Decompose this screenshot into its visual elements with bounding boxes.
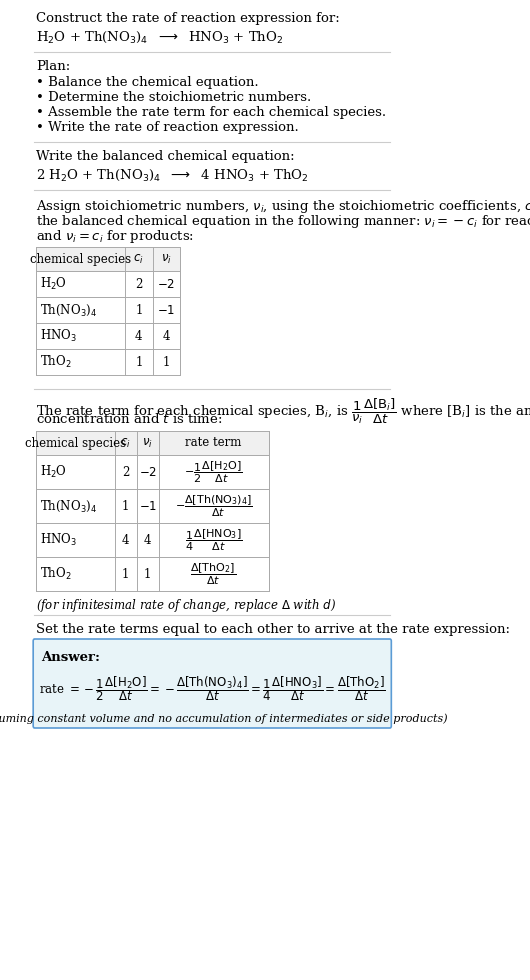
Text: HNO$_3$: HNO$_3$ <box>40 328 77 344</box>
Text: rate $= -\dfrac{1}{2}\dfrac{\Delta[\mathrm{H_2O}]}{\Delta t} = -\dfrac{\Delta[\m: rate $= -\dfrac{1}{2}\dfrac{\Delta[\math… <box>39 674 386 704</box>
Text: Answer:: Answer: <box>41 651 100 664</box>
Text: 2: 2 <box>122 466 129 478</box>
Bar <box>36 271 180 297</box>
Bar <box>36 297 180 323</box>
Text: 4: 4 <box>122 533 129 547</box>
Text: H$_2$O + Th(NO$_3$)$_4$  $\longrightarrow$  HNO$_3$ + ThO$_2$: H$_2$O + Th(NO$_3$)$_4$ $\longrightarrow… <box>36 30 284 45</box>
Text: $-\dfrac{1}{2}\dfrac{\Delta[\mathrm{H_2O}]}{\Delta t}$: $-\dfrac{1}{2}\dfrac{\Delta[\mathrm{H_2O… <box>184 460 243 485</box>
Text: $-\dfrac{\Delta[\mathrm{Th(NO_3)_4}]}{\Delta t}$: $-\dfrac{\Delta[\mathrm{Th(NO_3)_4}]}{\D… <box>175 493 253 518</box>
Text: (assuming constant volume and no accumulation of intermediates or side products): (assuming constant volume and no accumul… <box>0 713 448 723</box>
Text: ThO$_2$: ThO$_2$ <box>40 354 72 370</box>
Text: ThO$_2$: ThO$_2$ <box>40 565 72 582</box>
Text: the balanced chemical equation in the following manner: $\nu_i = -c_i$ for react: the balanced chemical equation in the fo… <box>36 213 530 230</box>
Text: Plan:: Plan: <box>36 60 70 73</box>
Text: • Balance the chemical equation.: • Balance the chemical equation. <box>36 76 259 89</box>
Text: $-2$: $-2$ <box>157 277 175 290</box>
Bar <box>36 247 180 271</box>
Text: 1: 1 <box>122 567 129 580</box>
Bar <box>36 557 269 591</box>
Text: $-1$: $-1$ <box>139 500 157 513</box>
Text: $c_i$: $c_i$ <box>120 436 131 450</box>
Text: Assign stoichiometric numbers, $\nu_i$, using the stoichiometric coefficients, $: Assign stoichiometric numbers, $\nu_i$, … <box>36 198 530 215</box>
Text: H$_2$O: H$_2$O <box>40 276 67 292</box>
Text: 4: 4 <box>135 329 143 342</box>
Text: 1: 1 <box>122 500 129 513</box>
Text: chemical species: chemical species <box>30 253 131 266</box>
Text: $-2$: $-2$ <box>139 466 157 478</box>
Text: Th(NO$_3$)$_4$: Th(NO$_3$)$_4$ <box>40 499 97 514</box>
Text: 1: 1 <box>163 356 170 368</box>
Text: $\dfrac{1}{4}\dfrac{\Delta[\mathrm{HNO_3}]}{\Delta t}$: $\dfrac{1}{4}\dfrac{\Delta[\mathrm{HNO_3… <box>185 527 242 553</box>
Text: $\nu_i$: $\nu_i$ <box>161 253 172 266</box>
Text: 2 H$_2$O + Th(NO$_3$)$_4$  $\longrightarrow$  4 HNO$_3$ + ThO$_2$: 2 H$_2$O + Th(NO$_3$)$_4$ $\longrightarr… <box>36 168 308 183</box>
Text: Set the rate terms equal to each other to arrive at the rate expression:: Set the rate terms equal to each other t… <box>36 623 510 636</box>
Bar <box>36 349 180 375</box>
Text: (for infinitesimal rate of change, replace $\Delta$ with $d$): (for infinitesimal rate of change, repla… <box>36 597 336 614</box>
Bar <box>36 431 269 455</box>
FancyBboxPatch shape <box>33 639 391 728</box>
Bar <box>36 455 269 489</box>
Text: $\nu_i$: $\nu_i$ <box>143 436 153 450</box>
Text: Th(NO$_3$)$_4$: Th(NO$_3$)$_4$ <box>40 303 97 318</box>
Text: rate term: rate term <box>186 436 242 450</box>
Text: $c_i$: $c_i$ <box>134 253 144 266</box>
Text: $-1$: $-1$ <box>157 304 175 317</box>
Text: 1: 1 <box>135 304 143 317</box>
Bar <box>36 323 180 349</box>
Text: concentration and $t$ is time:: concentration and $t$ is time: <box>36 412 223 426</box>
Text: 4: 4 <box>144 533 152 547</box>
Text: The rate term for each chemical species, B$_i$, is $\dfrac{1}{\nu_i}\dfrac{\Delt: The rate term for each chemical species,… <box>36 397 530 426</box>
Text: Construct the rate of reaction expression for:: Construct the rate of reaction expressio… <box>36 12 340 25</box>
Bar <box>36 523 269 557</box>
Text: 1: 1 <box>144 567 152 580</box>
Text: chemical species: chemical species <box>25 436 126 450</box>
Text: • Write the rate of reaction expression.: • Write the rate of reaction expression. <box>36 121 299 134</box>
Text: and $\nu_i = c_i$ for products:: and $\nu_i = c_i$ for products: <box>36 228 194 245</box>
Text: 4: 4 <box>163 329 170 342</box>
Text: • Determine the stoichiometric numbers.: • Determine the stoichiometric numbers. <box>36 91 311 104</box>
Bar <box>36 489 269 523</box>
Text: HNO$_3$: HNO$_3$ <box>40 532 77 548</box>
Text: 1: 1 <box>135 356 143 368</box>
Text: • Assemble the rate term for each chemical species.: • Assemble the rate term for each chemic… <box>36 106 386 119</box>
Text: $\dfrac{\Delta[\mathrm{ThO_2}]}{\Delta t}$: $\dfrac{\Delta[\mathrm{ThO_2}]}{\Delta t… <box>190 562 237 587</box>
Text: 2: 2 <box>135 277 143 290</box>
Text: Write the balanced chemical equation:: Write the balanced chemical equation: <box>36 150 295 163</box>
Text: H$_2$O: H$_2$O <box>40 464 67 480</box>
